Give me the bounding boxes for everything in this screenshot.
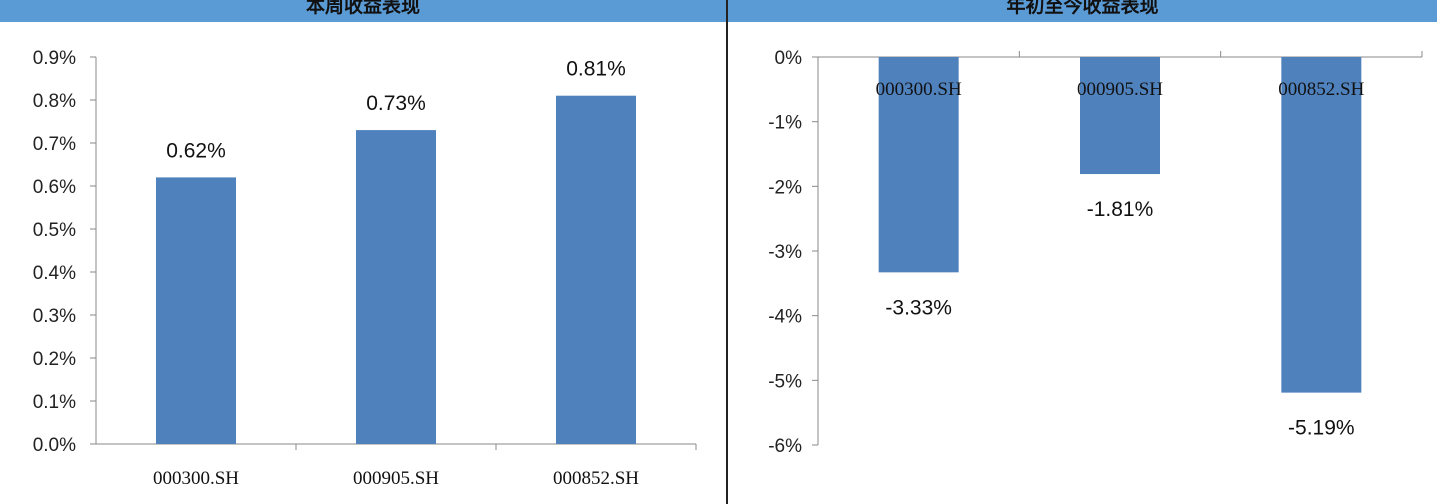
y-tick-label: 0.1% [33, 392, 76, 413]
y-tick-label: -6% [768, 436, 802, 457]
y-tick-label: 0.9% [33, 48, 76, 69]
bar [1080, 57, 1160, 175]
ytd-return-chart: 0% -1% -2% -3% -4% -5% -6% -3.33% 000300.SH -1.81… [768, 48, 1423, 457]
bar [356, 130, 436, 444]
y-tick-label: 0.4% [33, 263, 76, 284]
y-tick-label: -2% [768, 177, 802, 198]
data-label: -3.33% [885, 296, 952, 319]
weekly-return-chart: 0.0% 0.1% 0.2% 0.3% 0.4% 0.5% 0.6% 0.7% 0.8% 0.9%… [33, 48, 697, 489]
bar [1281, 57, 1362, 393]
data-label: 0.73% [366, 92, 426, 115]
bar [878, 57, 959, 273]
ytd-return-title: 年初至今收益表现 [728, 0, 1437, 22]
y-tick-label: 0.6% [33, 177, 76, 198]
data-label: 0.81% [566, 58, 626, 81]
category-label: 000905.SH [1077, 79, 1163, 100]
ytd-return-panel: 年初至今收益表现 0% -1% -2% -3% -4% -5% -6% -3.33% 00030… [728, 0, 1437, 504]
y-tick-label: -4% [768, 307, 802, 328]
y-tick-label: -1% [768, 113, 802, 134]
y-tick-label: -3% [768, 242, 802, 263]
y-tick-label: 0.7% [33, 134, 76, 155]
y-tick-label: 0.0% [33, 435, 76, 456]
y-tick-label: 0.2% [33, 349, 76, 370]
category-label: 000300.SH [876, 79, 962, 100]
bar [156, 177, 236, 444]
category-label: 000905.SH [353, 468, 439, 489]
y-tick-label: -5% [768, 371, 802, 392]
category-label: 000852.SH [1278, 79, 1364, 100]
y-tick-label: 0% [775, 48, 803, 69]
weekly-return-panel: 本周收益表现 0.0% 0.1% 0.2% 0.3% 0.4% 0.5% 0.6% 0.7% 0… [0, 0, 726, 489]
data-label: -5.19% [1288, 417, 1355, 440]
bar [556, 95, 636, 444]
data-label: -1.81% [1087, 198, 1154, 221]
y-tick-label: 0.3% [33, 306, 76, 327]
y-tick-label: 0.5% [33, 220, 76, 241]
category-label: 000300.SH [153, 468, 239, 489]
y-tick-label: 0.8% [33, 91, 76, 112]
category-label: 000852.SH [553, 468, 639, 489]
panel-divider [726, 0, 728, 504]
data-label: 0.62% [166, 139, 226, 162]
weekly-return-title: 本周收益表现 [0, 0, 726, 22]
